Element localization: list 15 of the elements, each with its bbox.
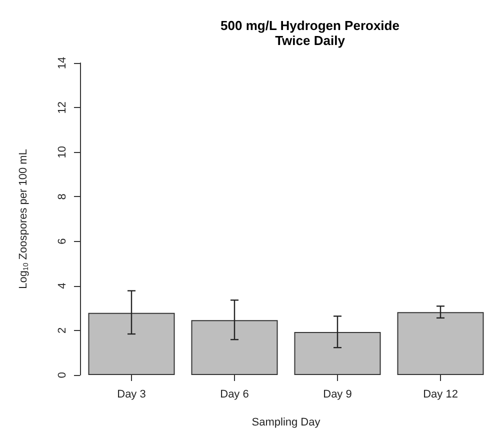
y-tick-label: 4 (56, 282, 68, 289)
chart-title: 500 mg/L Hydrogen Peroxide (220, 18, 400, 33)
x-axis-title: Sampling Day (252, 416, 321, 428)
y-tick-label: 2 (56, 327, 68, 334)
x-tick-label: Day 6 (220, 388, 249, 400)
y-tick-label: 0 (56, 372, 68, 378)
y-tick-label: 6 (56, 238, 68, 244)
x-tick-label: Day 9 (323, 388, 352, 400)
chart-subtitle: Twice Daily (275, 33, 346, 48)
x-tick-label: Day 3 (117, 388, 146, 400)
y-tick-label: 12 (56, 101, 68, 114)
x-tick-label: Day 12 (423, 388, 458, 400)
y-tick-label: 8 (56, 194, 68, 200)
y-tick-label: 14 (56, 56, 68, 70)
y-tick-label: 10 (56, 146, 68, 158)
